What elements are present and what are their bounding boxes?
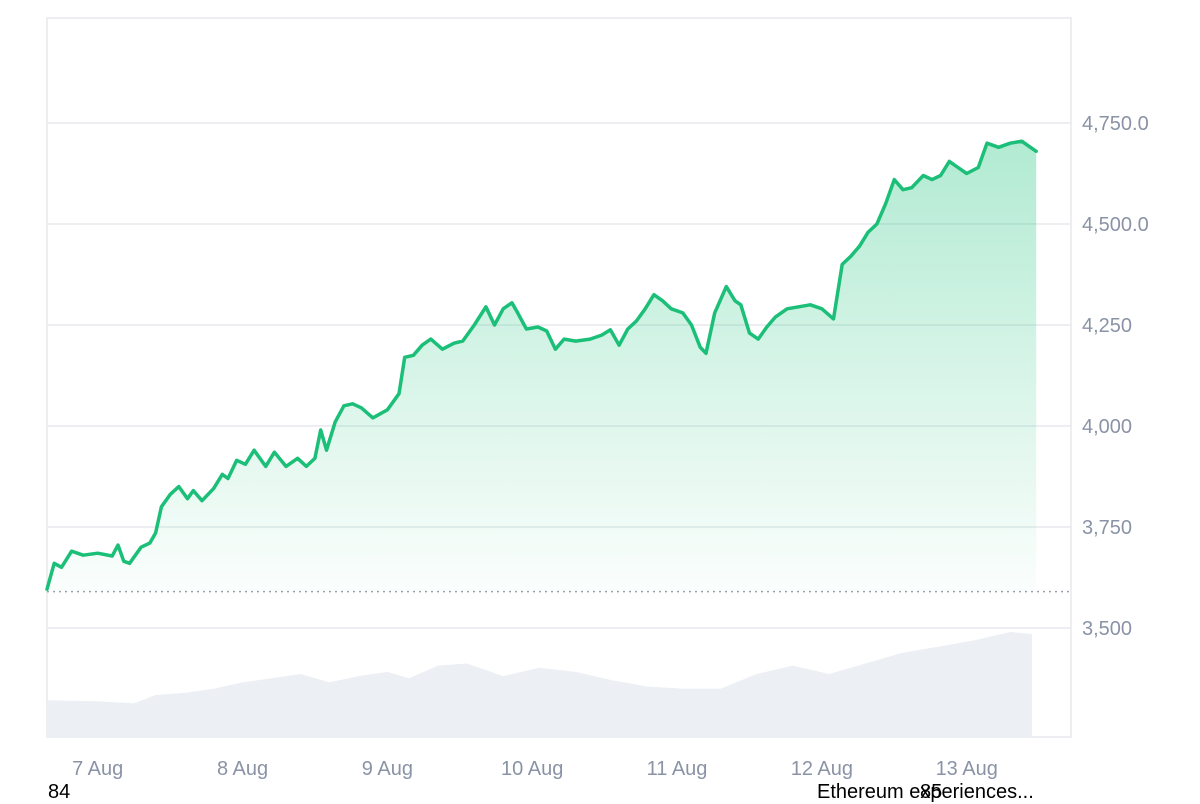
- volume-area: [47, 632, 1032, 737]
- x-tick-label: 12 Aug: [791, 758, 853, 780]
- x-tick-label: 7 Aug: [72, 758, 123, 780]
- x-tick-label: 8 Aug: [217, 758, 268, 780]
- price-line: [45, 139, 1038, 591]
- y-tick-label: 4,000: [1082, 416, 1132, 438]
- y-tick-label: 3,500: [1082, 618, 1132, 640]
- y-tick-label: 3,750: [1082, 517, 1132, 539]
- x-tick-label: 9 Aug: [362, 758, 413, 780]
- footer-right-number: 85: [920, 781, 943, 803]
- y-tick-label: 4,750.0: [1082, 113, 1149, 135]
- x-tick-label: 10 Aug: [501, 758, 563, 780]
- y-tick-label: 4,500.0: [1082, 214, 1149, 236]
- footer-caption: Ethereum experiences...: [817, 781, 1034, 803]
- footer-left-number: 84: [48, 781, 71, 803]
- price-area-fill: [47, 141, 1037, 592]
- x-tick-label: 13 Aug: [936, 758, 998, 780]
- y-tick-label: 4,250: [1082, 315, 1132, 337]
- x-tick-label: 11 Aug: [647, 758, 708, 780]
